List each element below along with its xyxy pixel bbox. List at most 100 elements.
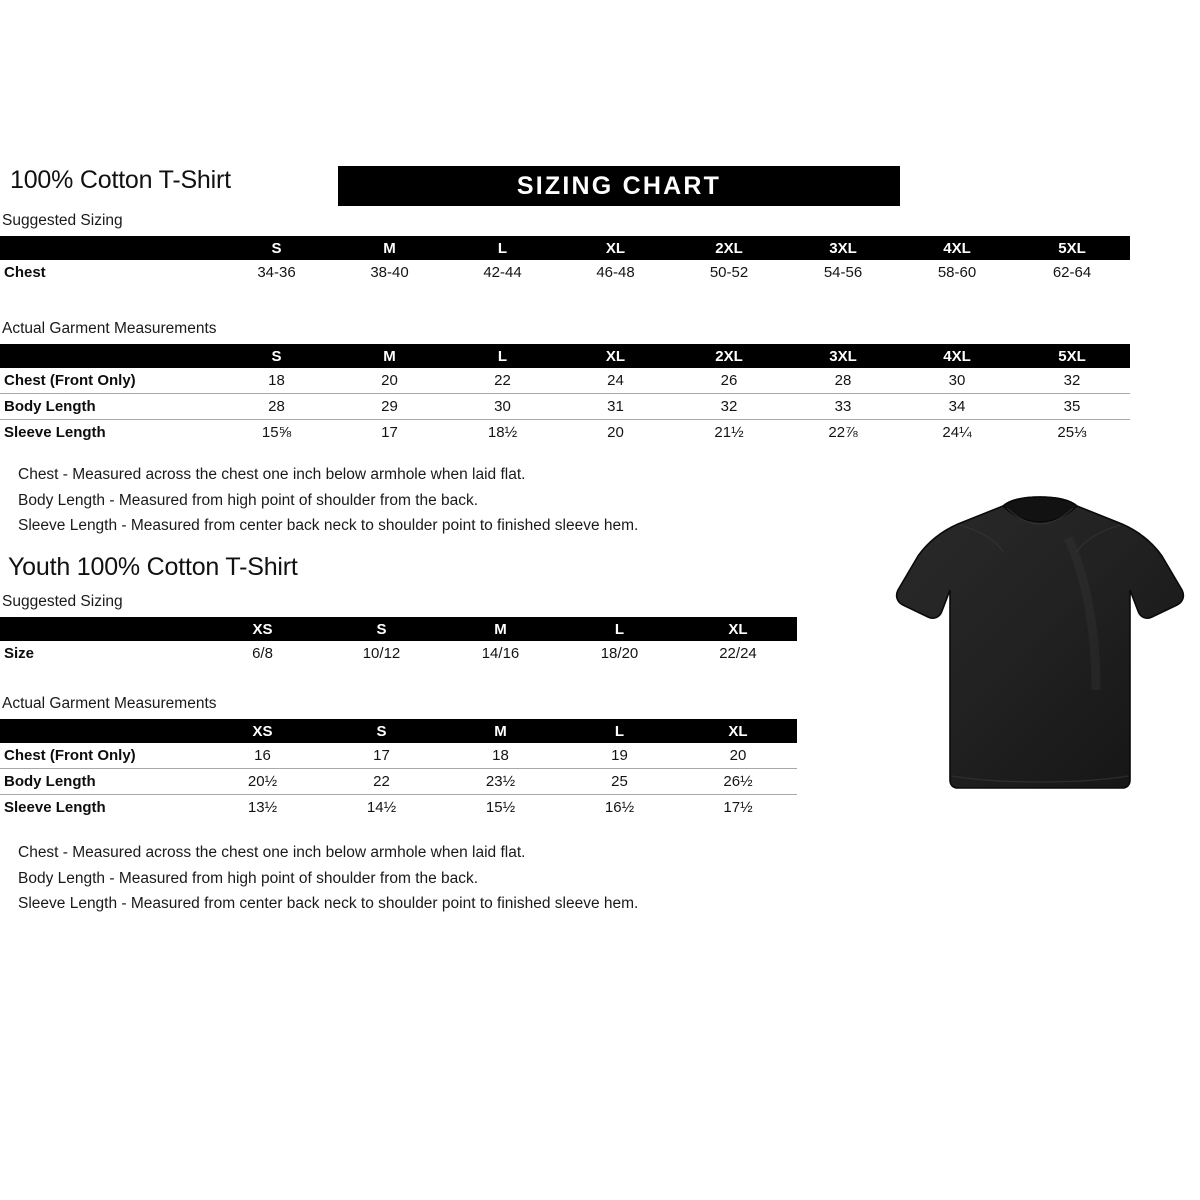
note-sleeve-length: Sleeve Length - Measured from center bac… — [18, 895, 639, 912]
cell-bodylength-2xl: 32 — [672, 393, 786, 420]
cell-size-xl: 22/24 — [719, 645, 757, 662]
column-header-3xl: 3XL — [829, 239, 857, 257]
column-header-s: S — [271, 239, 282, 257]
youth-section-title: Youth 100% Cotton T-Shirt — [8, 553, 298, 581]
cell-chestfront-4xl: 30 — [948, 372, 966, 389]
cell-bodylength-s: 22 — [322, 768, 441, 795]
cell-chest-l: 42-44 — [483, 264, 522, 281]
cell-chestfront-m: 18 — [492, 747, 509, 764]
column-header-xl: XL — [728, 722, 748, 740]
cell-chest-s: 34-36 — [257, 264, 296, 281]
tshirt-left-shoulder-seam — [959, 524, 1004, 553]
column-header-rowlabel — [0, 344, 220, 368]
youth-measurement-notes: Chest - Measured across the chest one in… — [18, 840, 638, 917]
black-tshirt-image — [890, 480, 1190, 805]
row-label-sleeve-length: Sleeve Length — [0, 419, 220, 445]
column-header-xs: XS — [252, 620, 273, 638]
column-header-xl: XL — [605, 239, 626, 257]
tshirt-hem — [951, 775, 1129, 783]
youth-actual-measurements-label: Actual Garment Measurements — [2, 695, 217, 712]
column-header-s: S — [376, 722, 387, 740]
cell-chest-2xl: 50-52 — [709, 264, 749, 281]
cell-chestfront-xl: 24 — [607, 372, 624, 389]
cell-chestfront-xl: 20 — [729, 747, 747, 764]
column-header-rowlabel — [0, 719, 203, 743]
cell-sleevelength-xl: 20 — [559, 419, 672, 445]
row-label-chest: Chest — [4, 264, 46, 281]
column-header-5xl: 5XL — [1058, 347, 1086, 365]
row-label-chest-front-only: Chest (Front Only) — [4, 747, 136, 764]
column-header-4xl: 4XL — [943, 239, 971, 257]
cell-chestfront-m: 20 — [381, 372, 398, 389]
cell-chestfront-3xl: 28 — [834, 372, 852, 389]
column-header-s: S — [271, 347, 282, 365]
cell-bodylength-xl: 26½ — [679, 768, 797, 795]
table-row: Sleeve Length 15⅝ 17 18½ 20 21½ 22⅞ 24¼ … — [0, 419, 1130, 445]
adult-measurement-notes: Chest - Measured across the chest one in… — [18, 462, 638, 539]
column-header-3xl: 3XL — [829, 347, 857, 365]
tshirt-neckline-highlight — [1006, 507, 1074, 525]
table-header-row: S M L XL 2XL 3XL 4XL 5XL — [0, 236, 1130, 260]
adult-section-title: 100% Cotton T-Shirt — [10, 166, 231, 194]
adult-actual-measurements-label: Actual Garment Measurements — [2, 320, 217, 337]
table-row: Body Length 20½ 22 23½ 25 26½ — [0, 768, 797, 795]
cell-sleevelength-xs: 13½ — [203, 794, 322, 820]
cell-size-xs: 6/8 — [252, 645, 273, 662]
table-row: Body Length 28 29 30 31 32 33 34 35 — [0, 393, 1130, 420]
adult-suggested-sizing-label: Suggested Sizing — [2, 212, 123, 229]
adult-garment-measurements-table: S M L XL 2XL 3XL 4XL 5XL Chest (Front On… — [0, 344, 1130, 445]
cell-bodylength-xl: 31 — [559, 393, 672, 420]
table-row: Sleeve Length 13½ 14½ 15½ 16½ 17½ — [0, 794, 797, 820]
column-header-l: L — [614, 722, 625, 740]
cell-bodylength-l: 25 — [560, 768, 679, 795]
column-header-2xl: 2XL — [715, 239, 743, 257]
row-label-sleeve-length: Sleeve Length — [0, 794, 203, 820]
column-header-4xl: 4XL — [943, 347, 971, 365]
adult-suggested-sizing-table: S M L XL 2XL 3XL 4XL 5XL Chest 34-36 38-… — [0, 236, 1130, 285]
column-header-rowlabel — [0, 617, 203, 641]
sizing-chart-banner-label: SIZING CHART — [516, 171, 722, 200]
table-header-row: XS S M L XL — [0, 719, 797, 743]
cell-bodylength-3xl: 33 — [786, 393, 900, 420]
column-header-xl: XL — [605, 347, 626, 365]
cell-bodylength-5xl: 35 — [1014, 393, 1130, 420]
cell-bodylength-xs: 20½ — [203, 768, 322, 795]
cell-sleevelength-5xl: 25⅓ — [1014, 419, 1130, 445]
note-body-length: Body Length - Measured from high point o… — [18, 491, 479, 509]
youth-garment-measurements-table: XS S M L XL Chest (Front Only) 16 17 18 … — [0, 719, 797, 820]
cell-size-l: 18/20 — [600, 645, 639, 662]
cell-sleevelength-3xl: 22⅞ — [786, 419, 900, 445]
table-row: Chest (Front Only) 18 20 22 24 26 28 30 … — [0, 368, 1130, 394]
note-chest: Chest - Measured across the chest one in… — [18, 466, 526, 483]
tshirt-body — [895, 496, 1185, 789]
row-label-size: Size — [4, 645, 35, 662]
cell-chestfront-l: 19 — [611, 747, 628, 764]
note-sleeve-length: Sleeve Length - Measured from center bac… — [18, 517, 639, 534]
cell-sleevelength-l: 16½ — [560, 794, 679, 820]
row-label-chest-front-only: Chest (Front Only) — [4, 372, 136, 389]
column-header-5xl: 5XL — [1058, 239, 1086, 257]
table-header-row: S M L XL 2XL 3XL 4XL 5XL — [0, 344, 1130, 368]
cell-bodylength-m: 23½ — [441, 768, 560, 795]
table-header-row: XS S M L XL — [0, 617, 797, 641]
column-header-m: M — [383, 239, 396, 257]
column-header-l: L — [497, 239, 508, 257]
column-header-m: M — [383, 347, 396, 365]
youth-suggested-sizing-label: Suggested Sizing — [2, 593, 123, 610]
cell-bodylength-s: 28 — [220, 393, 333, 420]
note-chest: Chest - Measured across the chest one in… — [18, 844, 526, 861]
cell-chestfront-l: 22 — [494, 372, 511, 389]
column-header-l: L — [614, 620, 625, 638]
cell-chestfront-5xl: 32 — [1063, 372, 1081, 389]
cell-sleevelength-l: 18½ — [446, 419, 559, 445]
row-label-body-length: Body Length — [0, 768, 203, 795]
note-body-length: Body Length - Measured from high point o… — [18, 869, 479, 887]
cell-chest-3xl: 54-56 — [823, 264, 863, 281]
column-header-xs: XS — [252, 722, 273, 740]
tshirt-fold-highlight — [1063, 536, 1101, 691]
column-header-rowlabel — [0, 236, 220, 260]
cell-chest-4xl: 58-60 — [937, 264, 977, 281]
tshirt-right-shoulder-seam — [1076, 524, 1121, 553]
cell-sleevelength-s: 15⅝ — [220, 419, 333, 445]
table-row: Chest 34-36 38-40 42-44 46-48 50-52 54-5… — [0, 260, 1130, 285]
